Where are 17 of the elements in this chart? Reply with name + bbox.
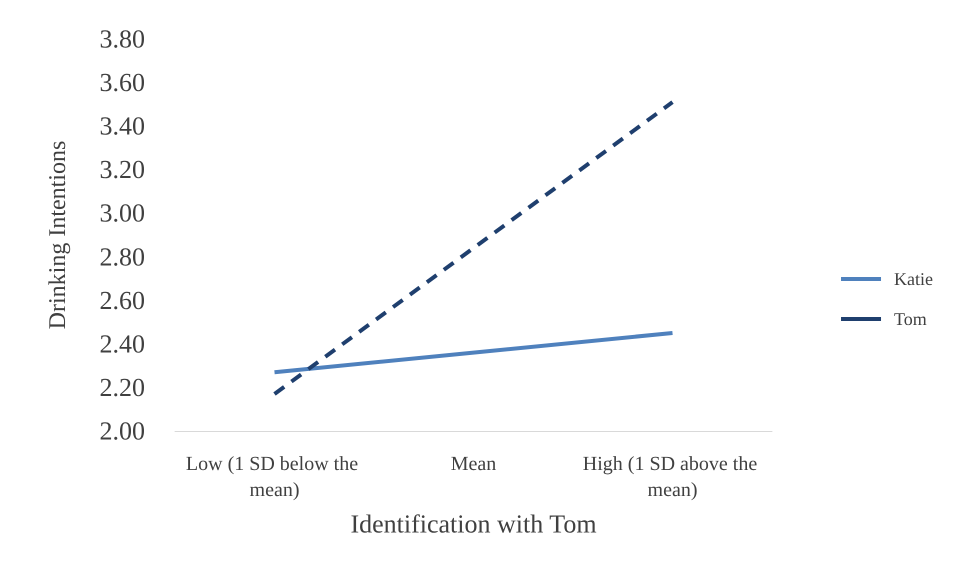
x-tick-label: Mean (450, 453, 496, 475)
y-tick-label: 3.40 (100, 112, 145, 141)
y-tick-label: 2.00 (100, 416, 145, 446)
y-tick-label: 2.60 (100, 286, 145, 315)
y-tick-label: 3.20 (100, 155, 145, 184)
y-tick-label: 2.80 (100, 242, 145, 272)
y-tick-label: 3.00 (100, 198, 145, 228)
x-tick-label: High (1 SD above the mean) (582, 453, 762, 501)
y-tick-label: 3.60 (100, 68, 145, 98)
legend-label: Tom (894, 309, 927, 329)
y-tick-label: 3.80 (100, 24, 145, 54)
y-axis-title: Drinking Intentions (45, 140, 71, 330)
y-tick-label: 2.40 (100, 329, 145, 358)
legend-label: Katie (894, 269, 934, 289)
y-tick-label: 2.20 (100, 372, 145, 402)
x-tick-label: Low (1 SD below the mean) (186, 453, 364, 501)
x-axis-title: Identification with Tom (350, 510, 597, 538)
